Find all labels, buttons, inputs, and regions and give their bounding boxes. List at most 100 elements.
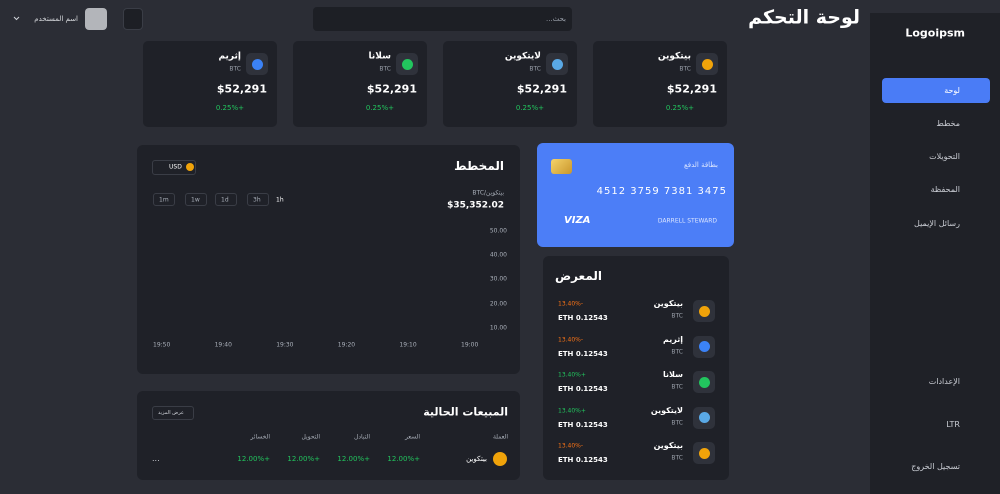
coin-badge [698,412,710,423]
coin-badge [493,452,507,466]
nav-item: مخطط [936,119,960,129]
timeframe-button[interactable] [185,193,207,206]
coin-change: +0.25% [515,103,544,112]
gallery-change: -13.40% [558,300,584,308]
y-tick-label: 50.00 [489,227,507,235]
chart-title: المخطط [454,158,504,173]
table-cell: +12.00% [237,454,270,463]
y-tick-label: 30.00 [489,275,507,283]
gallery-coin-name: سلانا [663,370,683,380]
card-chip [551,159,572,174]
gallery-coin-symbol: BTC [671,454,683,462]
table-header: الخسائر [250,433,270,441]
card-brand: VIZA [564,215,591,226]
table-header: التحويل [301,433,321,441]
gallery-coin-symbol: BTC [671,312,683,320]
coin-price: $52,291 [366,82,417,96]
coin-badge [251,58,263,70]
gallery-amount: ETH 0.12543 [558,349,608,358]
table-cell: +12.00% [337,454,370,463]
timeframe-label: 1h [276,196,284,204]
timeframe-button[interactable] [247,193,269,206]
x-tick-label: 19:00 [461,341,479,349]
sales-panel [137,391,520,480]
y-tick-label: 40.00 [489,251,507,259]
page-title: لوحة التحكم [748,6,860,29]
timeframe-button[interactable] [153,193,175,206]
nav-item: التحويلات [929,152,960,162]
search-box[interactable] [313,7,572,31]
pair-price: $35,352.02 [447,200,504,211]
coin-badge [698,305,710,317]
timeframe-label: 3h [253,196,261,204]
y-tick-label: 20.00 [489,300,507,308]
coin-symbol: BTC [679,65,691,73]
nav-active-bg[interactable] [882,78,990,103]
timeframe-label: 1d [221,196,229,204]
coin-badge [701,58,713,70]
coin-change: +0.25% [665,103,694,112]
nav-item: تسجيل الخروج [911,462,960,472]
x-tick-label: 19:10 [399,341,417,349]
gallery-amount: ETH 0.12543 [558,420,608,429]
timeframe-label: 1w [191,196,200,204]
more-button[interactable] [152,406,194,420]
coin-badge [698,341,710,352]
dropdown-caret [13,16,20,21]
gallery-amount: ETH 0.12543 [558,455,608,464]
coin-badge [698,376,710,388]
x-tick-label: 19:20 [337,341,356,349]
coin-badge [401,58,413,70]
row-menu: ... [152,454,160,464]
gallery-coin-name: بيتكوين [653,441,683,451]
coin-price: $52,291 [216,82,267,96]
bell-button[interactable] [123,8,143,30]
table-header: العملة [492,433,508,441]
coin-change: +0.25% [215,103,244,112]
gallery-change: -13.40% [558,335,584,343]
x-tick-label: 19:50 [153,341,171,349]
table-cell: +12.00% [287,454,320,463]
currency-select[interactable] [152,160,196,175]
x-tick-label: 19:30 [276,341,294,349]
coin-name: سلانا [368,51,391,62]
gallery-coin-symbol: BTC [671,383,683,391]
gallery-amount: ETH 0.12543 [558,384,608,393]
gallery-coin-name: لايتكوين [650,405,683,415]
coin-symbol: BTC [229,65,241,73]
coin-price: $52,291 [666,82,717,96]
search-placeholder: بحث... [545,14,566,23]
avatar[interactable] [85,8,107,30]
coin-price: $52,291 [516,82,567,96]
nav-item: LTR [946,420,960,430]
table-header: التبادل [354,433,370,441]
card-number: 4512 3759 7381 3475 [596,186,727,197]
card-title: بطاقة الدفع [684,160,718,169]
timeframe-label: 1m [159,196,169,204]
gallery-coin-name: بيتكوين [653,299,683,309]
coin-name: لايتكوين [504,51,541,62]
table-cell: +12.00% [387,454,420,463]
table-header: السعر [404,433,420,441]
nav-item: لوحة [944,86,960,96]
coin-name: بيتكوين [657,51,691,62]
gallery-change: +13.40% [558,371,586,379]
nav-item: الإعدادات [928,377,960,387]
chart-panel [137,145,520,374]
currency-icon [186,163,194,171]
coin-symbol: BTC [529,65,541,73]
gallery-change: -13.40% [558,442,584,450]
pair-label: بيتكوين/BTC [472,189,504,197]
timeframe-button[interactable] [215,193,237,206]
gallery-title: المعرض [554,268,602,283]
coin-badge [551,58,563,70]
coin-badge [698,447,710,459]
table-coin: بيتكوين [466,454,487,463]
nav-item: المحفظة [930,185,960,195]
gallery-change: +13.40% [558,406,586,414]
gallery-coin-symbol: BTC [671,418,683,426]
nav-item: رسائل الإيميل [914,219,960,229]
y-tick-label: 10.00 [489,324,507,332]
gallery-coin-symbol: BTC [671,347,683,355]
